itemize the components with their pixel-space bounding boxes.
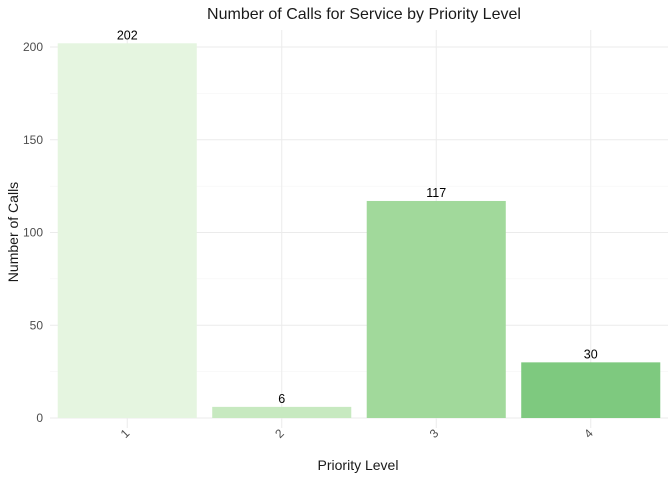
y-tick-label: 50 [30,318,44,332]
data-label-1: 202 [117,28,138,42]
y-axis-label: Number of Calls [5,182,21,282]
x-tick-label: 4 [581,426,596,441]
y-tick-label: 200 [23,40,43,54]
bar-priority-3 [366,200,506,418]
x-tick-label: 1 [118,426,133,441]
data-labels: 202 6 117 30 [117,28,598,406]
data-label-2: 6 [278,392,285,406]
data-label-4: 30 [584,347,598,361]
bar-priority-4 [521,362,661,418]
y-tick-label: 100 [23,226,43,240]
bars [57,43,661,418]
y-tick-label: 150 [23,133,43,147]
bar-priority-1 [57,43,197,418]
x-axis-ticks: 1 2 3 4 [118,426,596,441]
y-axis-ticks: 0 50 100 150 200 [23,40,43,425]
x-tick-label: 3 [427,426,442,441]
chart-title: Number of Calls for Service by Priority … [207,6,521,23]
data-label-3: 117 [426,186,446,200]
bar-priority-2 [212,406,352,418]
x-tick-label: 2 [272,426,287,441]
y-tick-label: 0 [36,411,43,425]
x-axis-label: Priority Level [318,457,399,473]
